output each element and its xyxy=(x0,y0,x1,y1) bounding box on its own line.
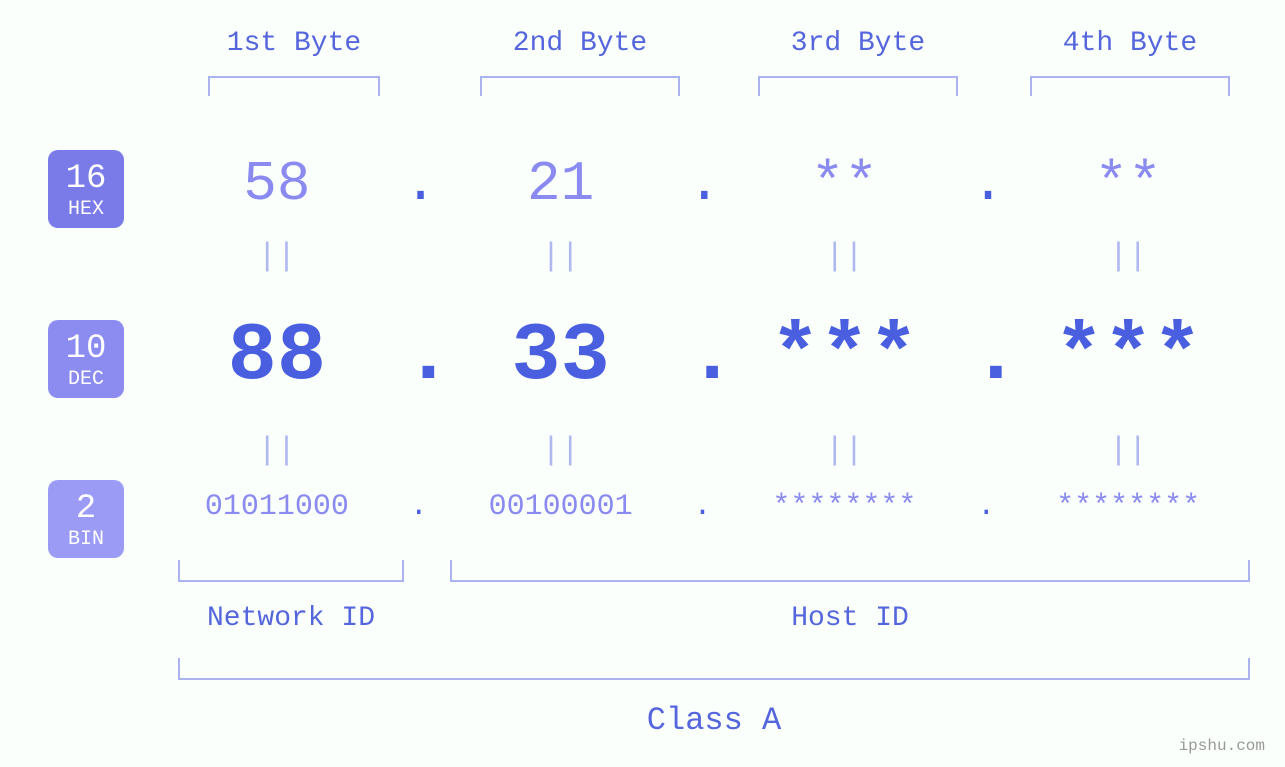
bracket-top-3 xyxy=(758,76,958,96)
badge-hex-label: HEX xyxy=(68,200,104,220)
dot: . xyxy=(404,490,434,524)
bin-byte-2: 00100001 xyxy=(434,490,688,524)
dec-byte-1: 88 xyxy=(150,310,404,403)
bracket-host xyxy=(450,560,1250,582)
dec-byte-2: 33 xyxy=(434,310,688,403)
dec-row: 88 . 33 . *** . *** xyxy=(150,310,1255,403)
badge-bin: 2 BIN xyxy=(48,480,124,558)
class-label: Class A xyxy=(178,702,1250,739)
byte-header-2: 2nd Byte xyxy=(480,28,680,59)
eq: || xyxy=(1001,432,1255,469)
badge-bin-label: BIN xyxy=(68,530,104,550)
network-id-label: Network ID xyxy=(178,603,404,634)
dot: . xyxy=(688,310,718,403)
byte-header-4: 4th Byte xyxy=(1030,28,1230,59)
eq: || xyxy=(434,238,688,275)
bracket-top-1 xyxy=(208,76,380,96)
equals-row-1: || || || || xyxy=(150,238,1255,275)
byte-header-1: 1st Byte xyxy=(208,28,380,59)
eq: || xyxy=(150,432,404,469)
hex-byte-1: 58 xyxy=(150,152,404,216)
bin-byte-1: 01011000 xyxy=(150,490,404,524)
eq: || xyxy=(718,238,972,275)
bin-byte-3: ******** xyxy=(718,490,972,524)
dot: . xyxy=(404,310,434,403)
watermark: ipshu.com xyxy=(1179,737,1265,755)
eq: || xyxy=(718,432,972,469)
dot: . xyxy=(688,152,718,216)
dec-byte-4: *** xyxy=(1001,310,1255,403)
badge-dec-num: 10 xyxy=(66,332,107,366)
dot: . xyxy=(971,490,1001,524)
eq: || xyxy=(150,238,404,275)
badge-dec: 10 DEC xyxy=(48,320,124,398)
dot: . xyxy=(971,152,1001,216)
bin-row: 01011000 . 00100001 . ******** . *******… xyxy=(150,490,1255,524)
hex-byte-4: ** xyxy=(1001,152,1255,216)
dot: . xyxy=(688,490,718,524)
bracket-top-4 xyxy=(1030,76,1230,96)
dot: . xyxy=(971,310,1001,403)
badge-hex-num: 16 xyxy=(66,162,107,196)
bin-byte-4: ******** xyxy=(1001,490,1255,524)
dec-byte-3: *** xyxy=(718,310,972,403)
hex-byte-2: 21 xyxy=(434,152,688,216)
badge-bin-num: 2 xyxy=(76,492,96,526)
host-id-label: Host ID xyxy=(450,603,1250,634)
dot: . xyxy=(404,152,434,216)
badge-hex: 16 HEX xyxy=(48,150,124,228)
bracket-class xyxy=(178,658,1250,680)
eq: || xyxy=(434,432,688,469)
ip-diagram: 1st Byte 2nd Byte 3rd Byte 4th Byte 16 H… xyxy=(0,0,1285,767)
eq: || xyxy=(1001,238,1255,275)
equals-row-2: || || || || xyxy=(150,432,1255,469)
bracket-network xyxy=(178,560,404,582)
badge-dec-label: DEC xyxy=(68,370,104,390)
byte-header-3: 3rd Byte xyxy=(758,28,958,59)
hex-byte-3: ** xyxy=(718,152,972,216)
bracket-top-2 xyxy=(480,76,680,96)
hex-row: 58 . 21 . ** . ** xyxy=(150,152,1255,216)
